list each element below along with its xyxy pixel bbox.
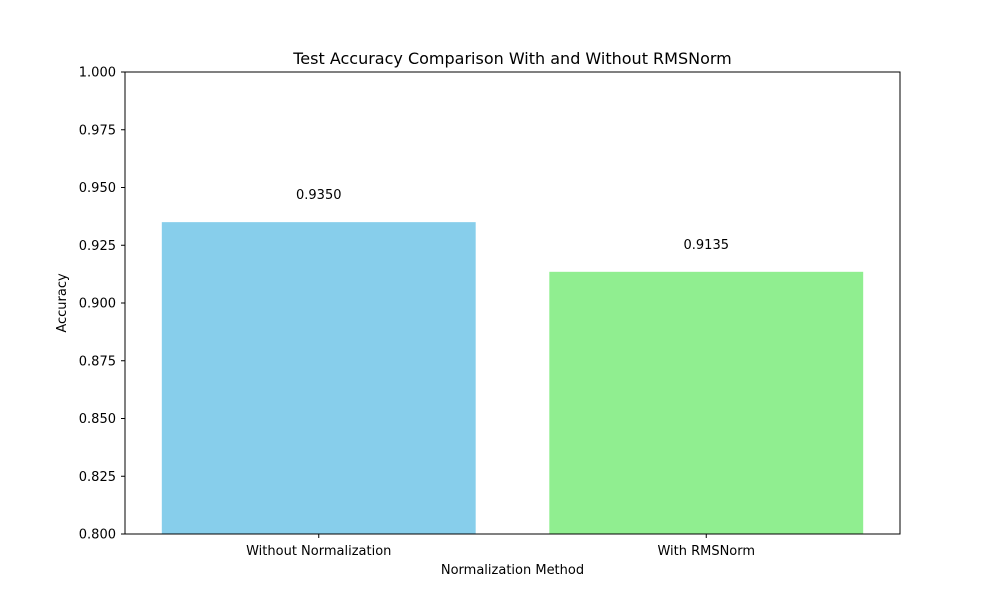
- y-axis: 0.800 0.825 0.850 0.875 0.900 0.925 0.950 0.975…: [79, 66, 125, 543]
- y-tick-label: 0.925: [79, 239, 116, 254]
- x-axis-label: Normalization Method: [441, 563, 584, 578]
- y-tick-label: 0.875: [79, 354, 116, 369]
- data-labels-group: 0.9350 0.9135: [296, 188, 729, 253]
- y-tick-label: 0.900: [79, 297, 116, 312]
- chart-title: Test Accuracy Comparison With and Withou…: [292, 49, 732, 68]
- y-tick-label: 0.950: [79, 181, 116, 196]
- x-tick-label: With RMSNorm: [657, 544, 755, 559]
- data-label-without-normalization: 0.9350: [296, 188, 342, 203]
- y-axis-label: Accuracy: [55, 273, 70, 333]
- y-tick-label: 0.825: [79, 470, 116, 485]
- bar-with-rmsnorm: [549, 271, 864, 534]
- y-tick-label: 0.800: [79, 528, 116, 543]
- x-axis: Without Normalization With RMSNorm: [246, 534, 755, 559]
- y-tick-label: 1.000: [79, 66, 116, 81]
- y-tick-label: 0.850: [79, 412, 116, 427]
- bars-group: [161, 222, 864, 534]
- y-tick-label: 0.975: [79, 123, 116, 138]
- data-label-with-rmsnorm: 0.9135: [684, 238, 730, 253]
- x-tick-label: Without Normalization: [246, 544, 391, 559]
- bar-without-normalization: [161, 222, 476, 534]
